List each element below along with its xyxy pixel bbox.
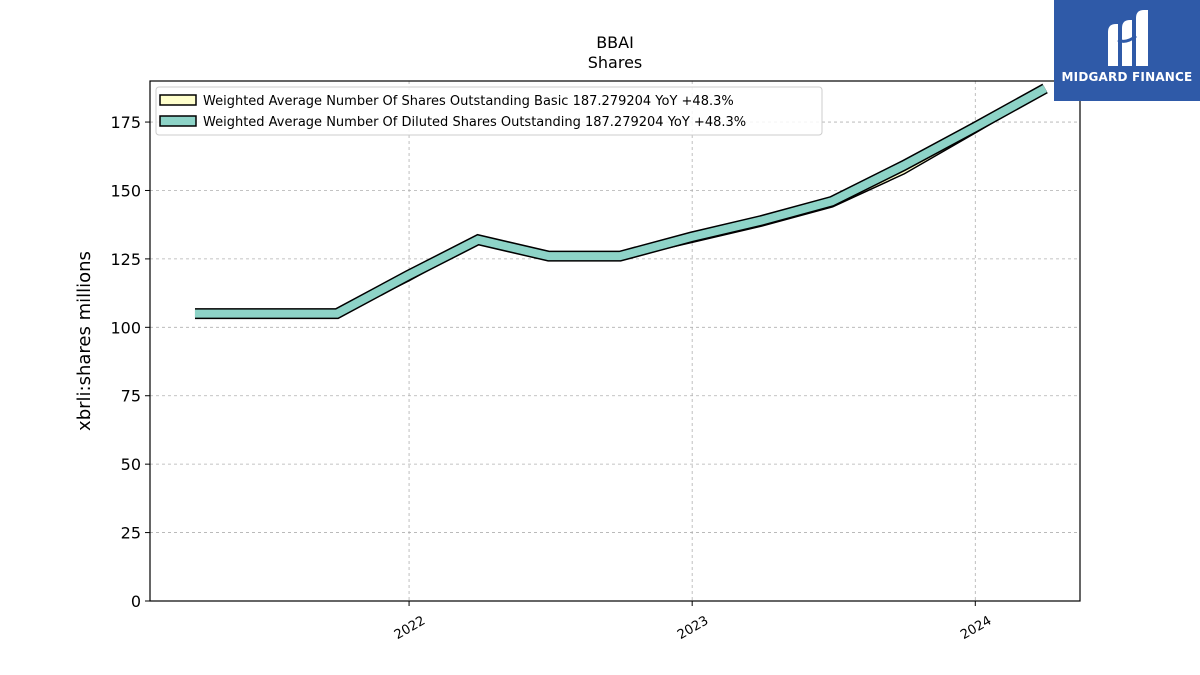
y-tick-label: 125 [110, 250, 141, 269]
y-tick-label: 0 [131, 592, 141, 611]
brand-logo: MIDGARD FINANCE [1054, 0, 1200, 101]
title-block: BBAI Shares [588, 33, 643, 72]
y-tick-label: 50 [121, 455, 141, 474]
legend-label: Weighted Average Number Of Diluted Share… [203, 115, 746, 130]
series-layer [194, 83, 1048, 320]
legend-swatch [159, 94, 197, 106]
legend-box [155, 86, 823, 136]
x-tick-label: 2023 [675, 613, 711, 643]
x-axis: 2022 2023 2024 [392, 601, 994, 643]
grid [150, 81, 1080, 602]
y-tick-label: 25 [121, 524, 141, 543]
y-axis-label: xbrli:shares millions [74, 251, 95, 431]
y-tick-label: 75 [121, 387, 141, 406]
x-tick-label: 2024 [958, 613, 994, 643]
logo-text: MIDGARD FINANCE [1061, 70, 1193, 84]
y-tick-label: 100 [110, 318, 141, 337]
x-tick-label: 2022 [392, 613, 428, 643]
y-tick-label: 175 [110, 113, 141, 132]
legend-swatch [159, 115, 197, 127]
chart-title: BBAI [596, 33, 634, 52]
legend: Weighted Average Number Of Shares Outsta… [155, 86, 823, 136]
y-axis: 0 25 50 75 100 125 150 175 [110, 113, 150, 611]
chart-subtitle: Shares [588, 53, 643, 72]
series-2 [194, 83, 1048, 320]
plot-frame [149, 80, 1081, 602]
legend-label: Weighted Average Number Of Shares Outsta… [203, 94, 734, 109]
y-tick-label: 150 [110, 181, 141, 200]
midgard-logo-icon [1108, 10, 1148, 66]
